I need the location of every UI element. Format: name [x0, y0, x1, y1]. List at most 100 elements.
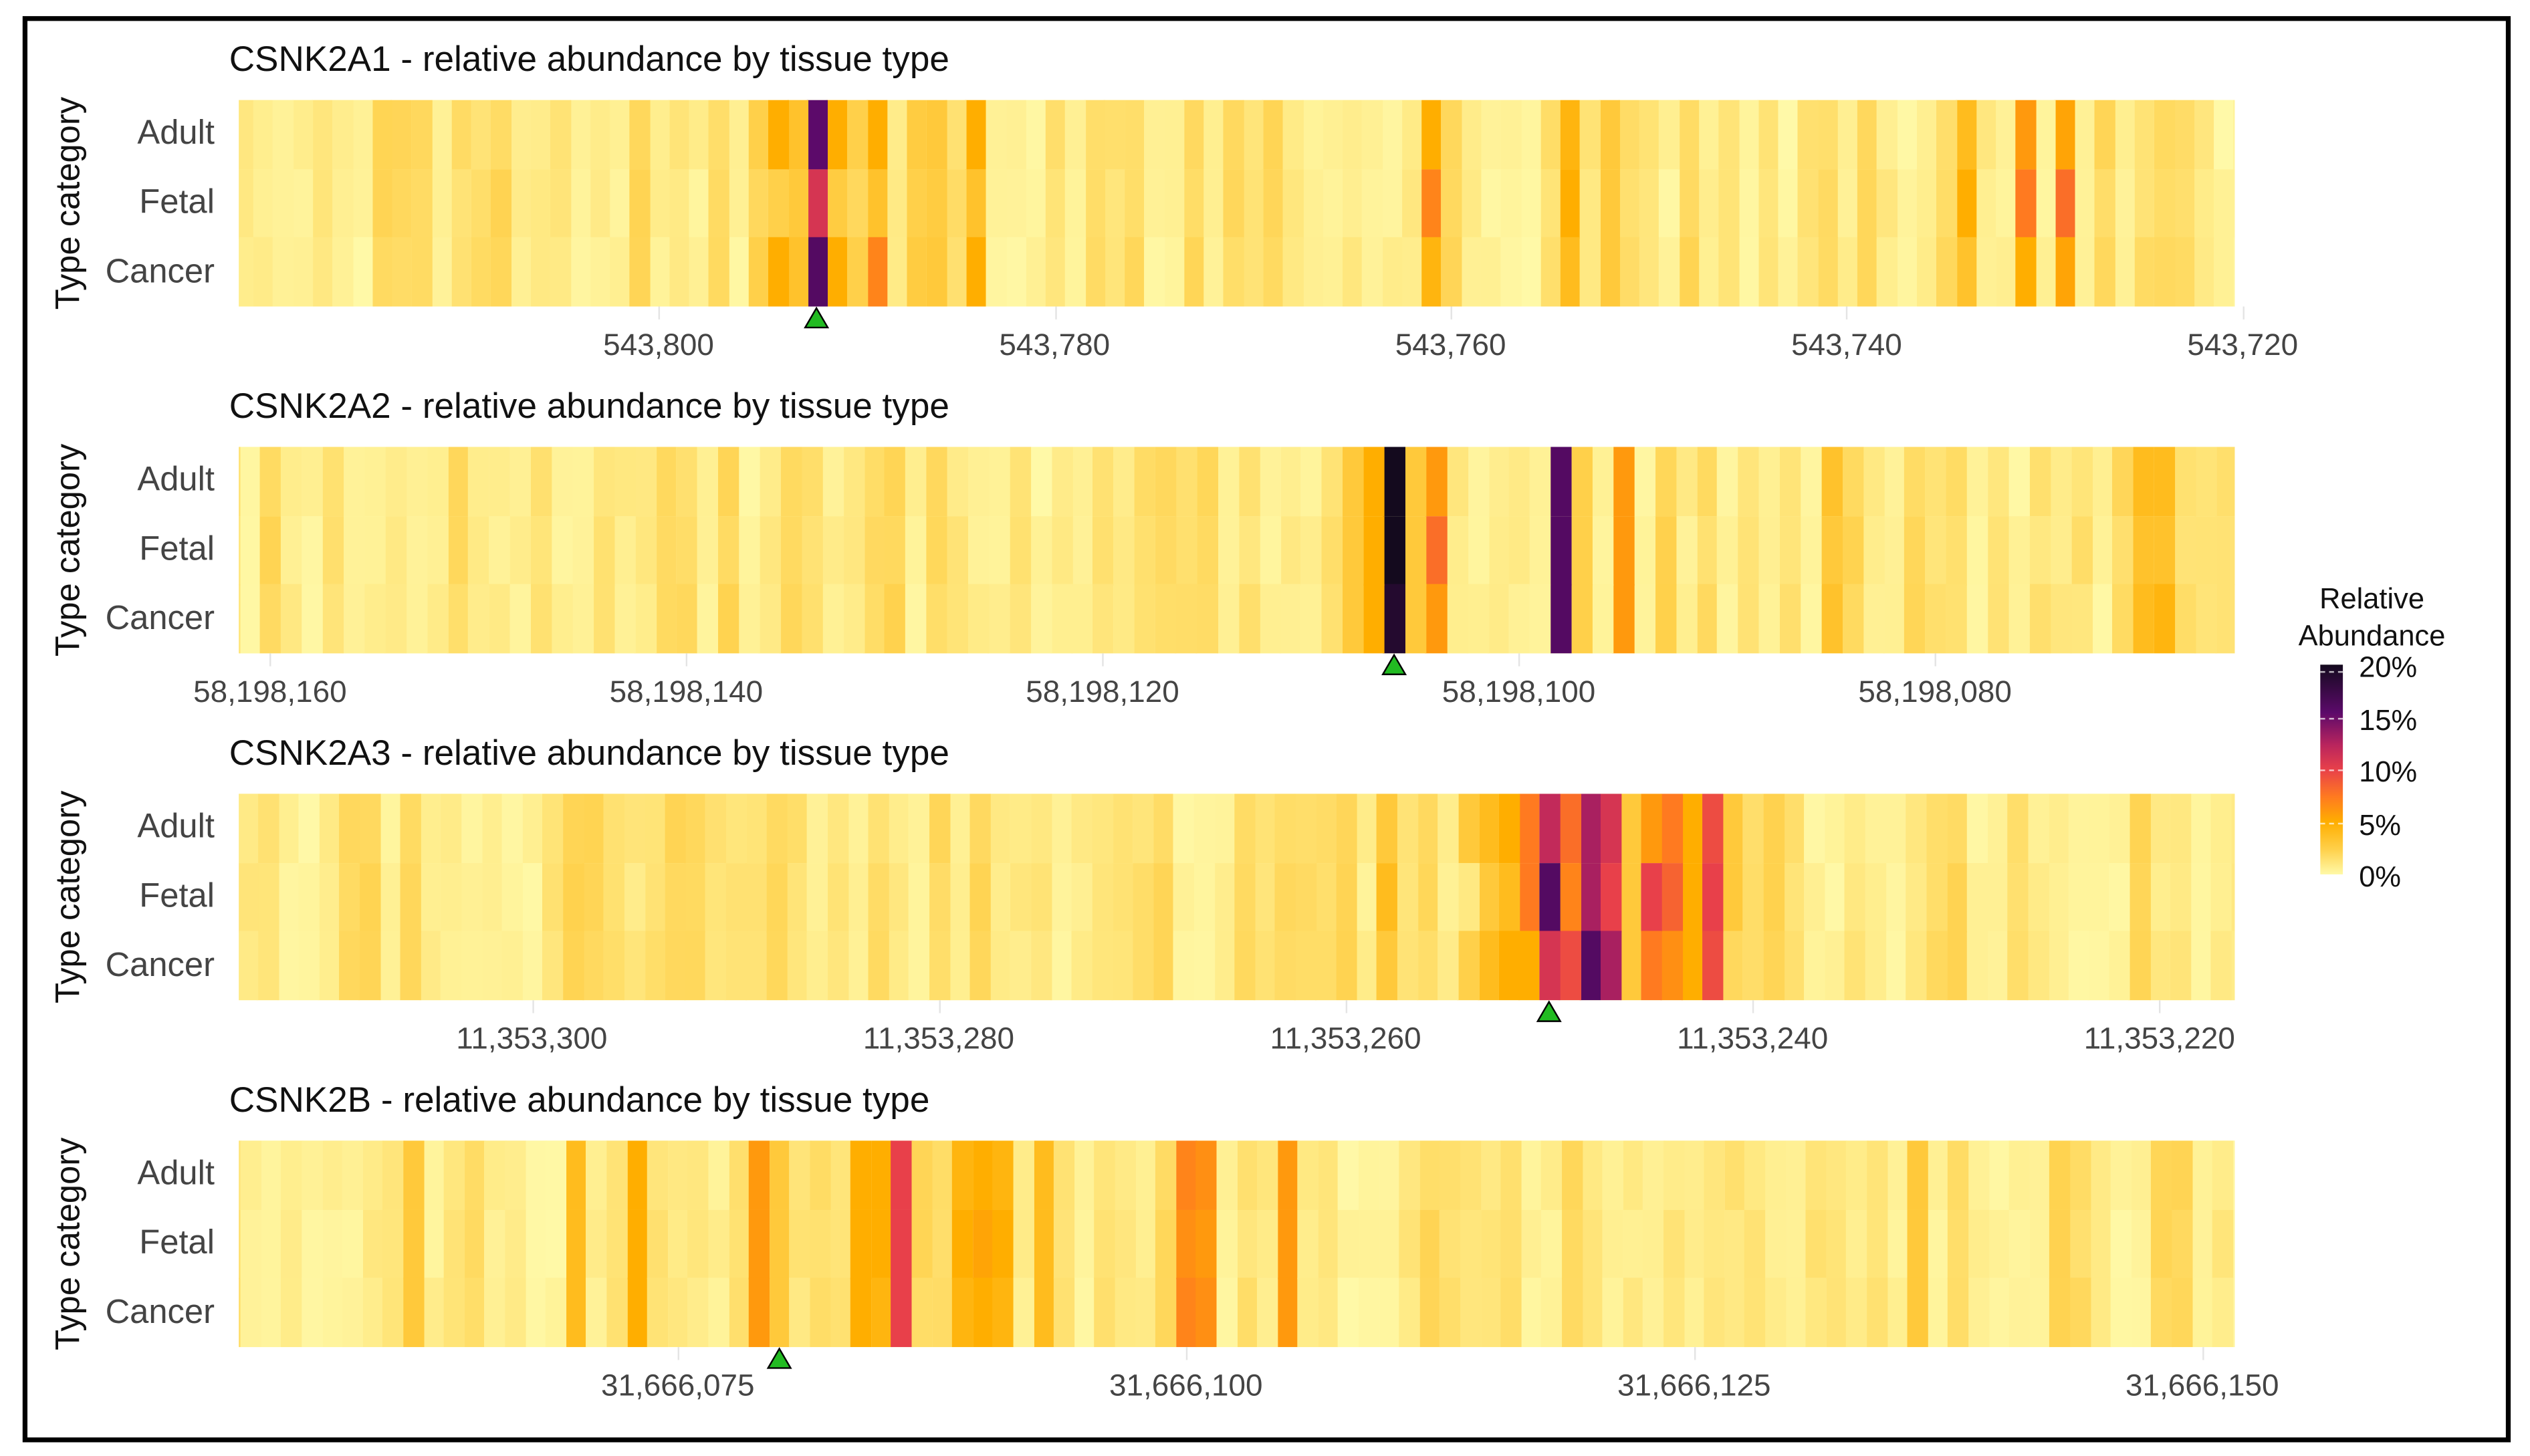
heatmap-cell — [322, 1140, 344, 1211]
heatmap-cell — [501, 862, 523, 933]
heatmap-cell — [566, 1209, 588, 1280]
heatmap-cell — [1777, 100, 1799, 170]
heatmap-cell — [1826, 1209, 1848, 1280]
row-label: Adult — [137, 115, 215, 152]
heatmap-cell — [1242, 100, 1264, 170]
heatmap-cell — [505, 1278, 527, 1348]
heatmap-cell — [2008, 1209, 2031, 1280]
heatmap-cell — [967, 515, 990, 586]
heatmap-cell — [1111, 931, 1133, 1001]
heatmap-cell — [786, 794, 808, 864]
heatmap-cell — [1966, 447, 1988, 517]
heatmap-cell — [1487, 447, 1510, 517]
heatmap-cell — [623, 931, 645, 1001]
heatmap-cell — [766, 931, 788, 1001]
heatmap-cell — [2192, 1209, 2214, 1280]
panel-title: CSNK2A3 - relative abundance by tissue t… — [229, 732, 949, 773]
heatmap-cell — [2129, 794, 2151, 864]
heatmap-cell — [1381, 237, 1403, 307]
heatmap-cell — [1658, 237, 1680, 307]
heatmap-cell — [2029, 515, 2051, 586]
heatmap-cell — [1658, 100, 1680, 170]
heatmap-cell — [988, 515, 1010, 586]
heatmap-cell — [1837, 237, 1858, 307]
heatmap-cell — [423, 1140, 445, 1211]
heatmap-cell — [952, 1278, 974, 1348]
heatmap-cell — [1738, 237, 1759, 307]
heatmap-cell — [769, 1278, 791, 1348]
heatmap-cell — [1640, 931, 1662, 1001]
heatmap-cell — [2154, 447, 2176, 517]
heatmap-cell — [444, 1140, 466, 1211]
heatmap-cell — [634, 447, 657, 517]
heatmap-cell — [2054, 168, 2075, 239]
heatmap-cell — [1401, 100, 1422, 170]
heatmap-cell — [1376, 931, 1398, 1001]
heatmap-cell — [717, 515, 739, 586]
heatmap-cell — [522, 862, 544, 933]
heatmap-cell — [562, 931, 584, 1001]
heatmap-cell — [965, 100, 987, 170]
heatmap-cell — [530, 584, 552, 654]
heatmap-cell — [358, 931, 380, 1001]
heatmap-cell — [1765, 1278, 1787, 1348]
heatmap-cell — [2129, 931, 2151, 1001]
heatmap-cell — [863, 584, 885, 654]
heatmap-cell — [1559, 931, 1581, 1001]
heatmap-cell — [908, 862, 930, 933]
heatmap-cell — [1440, 1140, 1462, 1211]
heatmap-cell — [292, 168, 314, 239]
heatmap-cell — [1579, 100, 1601, 170]
heatmap-cell — [608, 168, 630, 239]
x-gridline — [1185, 1347, 1188, 1360]
heatmap-cell — [1518, 862, 1540, 933]
heatmap-cell — [1419, 1209, 1442, 1280]
heatmap-cell — [1738, 100, 1759, 170]
heatmap-cell — [1341, 237, 1363, 307]
heatmap-cell — [2232, 168, 2235, 239]
heatmap-cell — [675, 515, 698, 586]
heatmap-cell — [1396, 931, 1418, 1001]
heatmap-cell — [1579, 862, 1601, 933]
heatmap-cell — [1744, 1140, 1766, 1211]
heatmap-cell — [1500, 100, 1521, 170]
heatmap-cell — [2047, 862, 2069, 933]
x-gridline — [659, 306, 661, 320]
heatmap-cell — [1480, 100, 1502, 170]
heatmap-cell — [972, 1140, 994, 1211]
legend-tick-label: 5% — [2359, 808, 2402, 841]
heatmap-cell — [1619, 168, 1640, 239]
heatmap-cell — [342, 1140, 364, 1211]
heatmap-cell — [1279, 515, 1302, 586]
heatmap-cell — [2091, 584, 2113, 654]
heatmap-cell — [727, 237, 749, 307]
triangle-icon — [804, 306, 830, 329]
heatmap-cell — [1500, 237, 1521, 307]
heatmap-cell — [332, 100, 353, 170]
heatmap-cell — [1401, 237, 1422, 307]
heatmap-cell — [371, 100, 392, 170]
heatmap-cell — [1884, 794, 1906, 864]
heatmap-cell — [1916, 100, 1937, 170]
heatmap-cell — [2090, 1140, 2112, 1211]
heatmap-cell — [906, 100, 927, 170]
heatmap-cell — [2047, 794, 2069, 864]
heatmap-cell — [850, 1140, 873, 1211]
heatmap-cell — [1257, 1209, 1279, 1280]
heatmap-cell — [2192, 1278, 2214, 1348]
heatmap-cell — [1091, 794, 1113, 864]
heatmap-cell — [467, 515, 490, 586]
heatmap-cell — [501, 794, 523, 864]
heatmap-cell — [1638, 168, 1660, 239]
heatmap-cell — [1217, 447, 1239, 517]
heatmap-cell — [2049, 1209, 2071, 1280]
heatmap-cell — [589, 237, 610, 307]
heatmap-cell — [431, 237, 452, 307]
heatmap-cell — [1070, 862, 1092, 933]
heatmap-cell — [728, 1278, 750, 1348]
heatmap-cell — [2027, 862, 2049, 933]
heatmap-cell — [1440, 237, 1462, 307]
heatmap-cell — [241, 1209, 263, 1280]
heatmap-cell — [1175, 1278, 1197, 1348]
legend-tick-mark — [2320, 769, 2343, 771]
